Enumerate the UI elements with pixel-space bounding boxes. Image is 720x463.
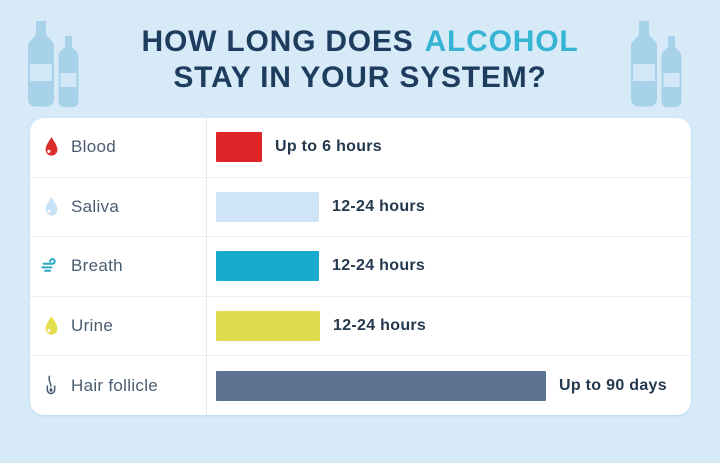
hair-follicle-icon [39,374,63,398]
duration-label: 12-24 hours [332,257,426,275]
hair-follicle-label-cell: Hair follicle [30,356,207,415]
wine-bottles-icon-right [631,21,682,107]
saliva-bar-cell: 12-24 hours [207,178,691,237]
blood-drop-icon [39,135,63,159]
urine-duration-bar [216,311,320,342]
breath-wind-icon [39,254,63,278]
title-line-1: HOW LONG DOES ALCOHOL [0,24,720,60]
blood-duration-bar [216,132,262,163]
urine-drop-icon [39,314,63,338]
duration-label: Up to 90 days [559,376,667,394]
table-row-blood: Blood Up to 6 hours [30,118,691,178]
row-label: Blood [71,137,116,157]
detection-table-card: Blood Up to 6 hours Saliva 12-24 h [30,118,691,415]
breath-duration-bar [216,251,319,282]
table-row-urine: Urine 12-24 hours [30,296,691,357]
duration-label: Up to 6 hours [275,138,383,156]
blood-label-cell: Blood [30,118,207,177]
saliva-drop-icon [39,195,63,219]
page-title: HOW LONG DOES ALCOHOL STAY IN YOUR SYSTEM… [0,24,720,96]
hair-follicle-duration-bar [216,370,546,401]
saliva-label-cell: Saliva [30,177,207,237]
row-label: Saliva [71,196,120,216]
title-line-1-accent: ALCOHOL [424,25,579,58]
urine-bar-cell: 12-24 hours [207,297,691,356]
wine-bottles-icon-left [28,21,79,107]
row-label: Hair follicle [71,375,159,395]
header: HOW LONG DOES ALCOHOL STAY IN YOUR SYSTEM… [0,0,720,118]
title-line-2: STAY IN YOUR SYSTEM? [173,61,547,94]
row-label: Urine [71,316,114,336]
breath-bar-cell: 12-24 hours [207,237,691,296]
table-row-hair-follicle: Hair follicle Up to 90 days [30,356,691,415]
saliva-duration-bar [216,191,319,222]
table-row-saliva: Saliva 12-24 hours [30,177,691,238]
breath-label-cell: Breath [30,237,207,296]
table-row-breath: Breath 12-24 hours [30,237,691,297]
urine-label-cell: Urine [30,296,207,356]
row-label: Breath [71,256,123,276]
blood-bar-cell: Up to 6 hours [207,118,691,177]
title-line-1-dark: HOW LONG DOES [141,25,414,58]
duration-label: 12-24 hours [332,197,426,215]
duration-label: 12-24 hours [333,317,427,335]
hair-follicle-bar-cell: Up to 90 days [207,356,691,415]
